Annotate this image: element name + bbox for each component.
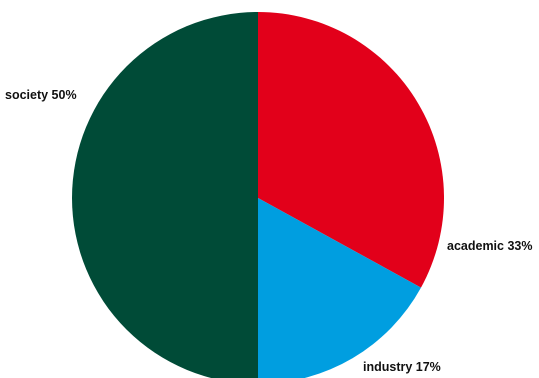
pie-slices [72,12,444,378]
pie-slice-industry [258,198,421,378]
pie-slice-academic [258,12,444,288]
pie-slice-society [72,12,258,378]
slice-label-industry: industry 17% [363,360,441,374]
slice-label-academic: academic 33% [447,239,532,253]
pie-labels: academic 33% industry 17% society 50% [5,88,532,374]
slice-label-society: society 50% [5,88,77,102]
